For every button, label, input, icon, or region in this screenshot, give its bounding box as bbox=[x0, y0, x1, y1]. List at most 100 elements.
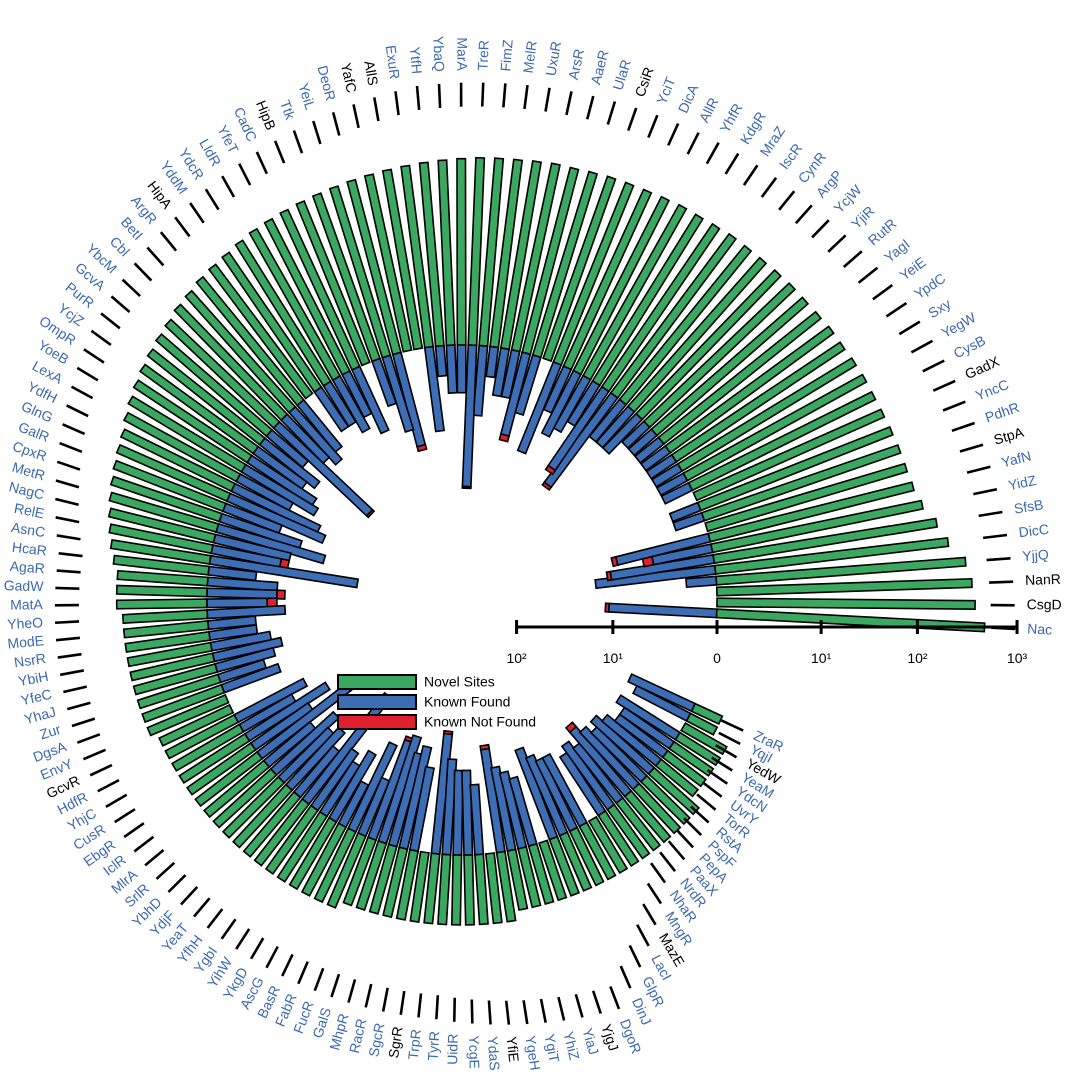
known-found-bar bbox=[221, 502, 284, 535]
label-dash bbox=[544, 87, 551, 112]
label-dash bbox=[715, 744, 738, 759]
label-dash bbox=[97, 778, 120, 793]
novel-bar bbox=[692, 408, 886, 502]
label-dash bbox=[59, 669, 85, 677]
label-dash bbox=[66, 701, 91, 711]
label-dash bbox=[155, 861, 176, 880]
label-dash bbox=[794, 204, 813, 225]
known-found-bar bbox=[249, 701, 315, 752]
label-dash bbox=[76, 366, 99, 382]
known-found-bar bbox=[206, 587, 278, 600]
known-found-bar bbox=[206, 597, 269, 609]
known-found-bar bbox=[277, 726, 335, 784]
category-label: DeoR bbox=[314, 64, 339, 103]
category-label: NsrR bbox=[13, 650, 47, 670]
label-dash bbox=[249, 937, 265, 960]
known-not-found-bar bbox=[605, 570, 613, 582]
legend-label: Known Found bbox=[424, 694, 510, 710]
label-dash bbox=[330, 973, 341, 998]
known-found-bar bbox=[633, 436, 665, 464]
known-found-bar bbox=[208, 624, 259, 642]
label-dash bbox=[133, 835, 155, 853]
category-label: YdaS bbox=[485, 1036, 503, 1071]
category-label: YbaQ bbox=[430, 36, 448, 73]
label-dash bbox=[63, 685, 88, 694]
known-found-bar bbox=[309, 747, 360, 812]
label-dash bbox=[55, 636, 81, 642]
known-found-bar bbox=[516, 360, 563, 455]
known-found-bar bbox=[615, 694, 682, 741]
label-dash bbox=[689, 805, 710, 824]
label-dash bbox=[174, 216, 191, 238]
known-found-bar bbox=[589, 725, 648, 783]
category-label: DicA bbox=[675, 81, 702, 115]
axis-tick-label: 10² bbox=[907, 650, 928, 666]
label-dash bbox=[470, 999, 474, 1024]
label-dash bbox=[760, 177, 778, 198]
category-label: YcgE bbox=[466, 1035, 483, 1069]
novel-bar bbox=[381, 168, 424, 351]
known-found-bar bbox=[209, 630, 273, 652]
category-label: UxuR bbox=[542, 40, 564, 77]
category-label: YfeC bbox=[19, 686, 53, 709]
known-found-bar bbox=[337, 779, 370, 829]
novel-bar bbox=[363, 173, 413, 353]
label-dash bbox=[557, 996, 566, 1021]
label-dash bbox=[312, 120, 322, 145]
category-label: StpA bbox=[992, 424, 1026, 448]
category-label: GadX bbox=[962, 353, 1002, 382]
known-not-found-bar bbox=[541, 481, 553, 492]
novel-bar bbox=[716, 597, 976, 610]
known-found-bar bbox=[645, 453, 678, 480]
label-dash bbox=[659, 851, 677, 872]
known-found-bar bbox=[206, 576, 279, 592]
known-found-bar bbox=[235, 472, 295, 512]
axis-tick-label: 10³ bbox=[1007, 650, 1028, 666]
known-found-bar bbox=[552, 374, 592, 434]
label-dash bbox=[71, 717, 96, 728]
known-found-bar bbox=[650, 462, 684, 488]
known-found-bar bbox=[331, 374, 371, 434]
novel-bar bbox=[456, 157, 467, 346]
category-label: YtfH bbox=[407, 46, 425, 75]
known-found-bar bbox=[601, 412, 644, 455]
category-label: ExuR bbox=[383, 44, 403, 80]
known-found-bar bbox=[685, 575, 718, 589]
label-dash bbox=[502, 83, 507, 108]
label-dash bbox=[628, 944, 642, 968]
category-label: YhiZ bbox=[560, 1030, 582, 1062]
known-found-bar bbox=[296, 398, 344, 454]
novel-bar bbox=[587, 815, 629, 875]
label-dash bbox=[417, 993, 423, 1018]
label-dash bbox=[686, 132, 700, 155]
label-dash bbox=[352, 104, 360, 129]
label-dash bbox=[523, 84, 529, 110]
known-found-bar bbox=[668, 501, 702, 523]
label-dash bbox=[872, 284, 894, 301]
category-label: ModE bbox=[7, 632, 45, 652]
label-dash bbox=[110, 295, 131, 314]
label-dash bbox=[827, 234, 847, 253]
label-dash bbox=[606, 101, 617, 125]
known-found-bar bbox=[508, 775, 538, 848]
known-found-bar bbox=[238, 693, 297, 733]
known-found-bar bbox=[500, 348, 521, 400]
label-dash bbox=[83, 348, 105, 364]
label-dash bbox=[180, 886, 199, 906]
label-dash bbox=[56, 460, 81, 471]
known-not-found-bar bbox=[498, 432, 511, 443]
label-dash bbox=[123, 822, 145, 839]
known-found-bar bbox=[558, 751, 607, 817]
category-label: AgaR bbox=[9, 558, 45, 576]
category-label: Sxy bbox=[925, 295, 953, 321]
known-found-bar bbox=[491, 347, 511, 398]
label-dash bbox=[76, 733, 101, 744]
label-dash bbox=[146, 246, 165, 267]
known-found-bar bbox=[280, 413, 331, 465]
known-not-found-bar bbox=[479, 743, 491, 751]
axis-tick-label: 0 bbox=[713, 650, 721, 666]
label-dash bbox=[435, 995, 440, 1020]
category-label: YncC bbox=[973, 376, 1011, 403]
label-dash bbox=[221, 175, 236, 198]
novel-bar bbox=[463, 854, 476, 926]
